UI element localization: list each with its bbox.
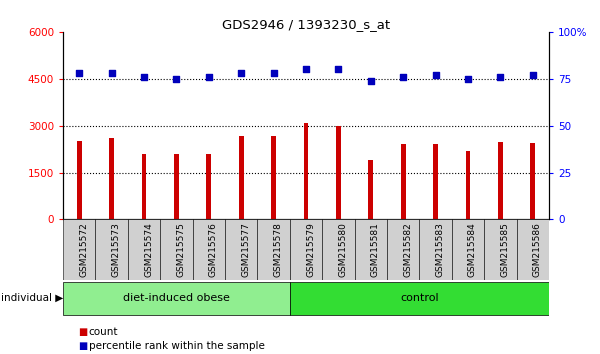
Point — [431, 72, 440, 78]
Bar — [109, 138, 114, 219]
Bar — [322, 219, 355, 280]
Bar — [63, 219, 95, 280]
Bar — [401, 144, 406, 219]
Bar — [193, 219, 225, 280]
Point — [398, 74, 408, 80]
Bar — [239, 136, 244, 219]
Bar — [142, 154, 146, 219]
Bar — [128, 219, 160, 280]
Bar — [387, 219, 419, 280]
Bar — [498, 142, 503, 219]
Point — [301, 67, 311, 72]
Text: GSM215573: GSM215573 — [112, 222, 121, 278]
Text: GSM215578: GSM215578 — [274, 222, 283, 278]
Text: GSM215580: GSM215580 — [338, 222, 347, 278]
Point — [172, 76, 181, 81]
Text: GSM215585: GSM215585 — [500, 222, 509, 278]
Text: GSM215575: GSM215575 — [176, 222, 185, 278]
Point — [496, 74, 505, 80]
Text: percentile rank within the sample: percentile rank within the sample — [89, 341, 265, 351]
Point — [107, 70, 116, 76]
Bar — [257, 219, 290, 280]
Bar — [95, 219, 128, 280]
Bar — [290, 281, 549, 315]
Bar — [225, 219, 257, 280]
Bar — [304, 122, 308, 219]
Point — [463, 76, 473, 81]
Bar — [419, 219, 452, 280]
Bar — [160, 219, 193, 280]
Bar — [484, 219, 517, 280]
Text: individual ▶: individual ▶ — [1, 293, 64, 303]
Point — [269, 70, 278, 76]
Bar — [433, 144, 438, 219]
Text: control: control — [400, 293, 439, 303]
Bar — [77, 141, 82, 219]
Title: GDS2946 / 1393230_s_at: GDS2946 / 1393230_s_at — [222, 18, 390, 31]
Text: GSM215584: GSM215584 — [468, 222, 477, 277]
Bar — [174, 154, 179, 219]
Text: GSM215583: GSM215583 — [436, 222, 445, 278]
Bar — [368, 160, 373, 219]
Text: GSM215581: GSM215581 — [371, 222, 380, 278]
Text: GSM215582: GSM215582 — [403, 222, 412, 277]
Bar — [336, 126, 341, 219]
Text: GSM215586: GSM215586 — [533, 222, 542, 278]
Bar — [63, 281, 290, 315]
Bar — [206, 154, 211, 219]
Text: ■: ■ — [78, 341, 87, 351]
Bar — [466, 151, 470, 219]
Point — [366, 78, 376, 84]
Text: GSM215576: GSM215576 — [209, 222, 218, 278]
Text: diet-induced obese: diet-induced obese — [123, 293, 230, 303]
Text: count: count — [89, 327, 118, 337]
Point — [334, 67, 343, 72]
Point — [204, 74, 214, 80]
Bar — [290, 219, 322, 280]
Text: ■: ■ — [78, 327, 87, 337]
Point — [528, 72, 538, 78]
Bar — [452, 219, 484, 280]
Text: GSM215574: GSM215574 — [144, 222, 153, 277]
Bar — [271, 136, 276, 219]
Bar — [355, 219, 387, 280]
Text: GSM215572: GSM215572 — [79, 222, 88, 277]
Text: GSM215579: GSM215579 — [306, 222, 315, 278]
Bar — [530, 143, 535, 219]
Point — [139, 74, 149, 80]
Text: GSM215577: GSM215577 — [241, 222, 250, 278]
Point — [236, 70, 246, 76]
Point — [74, 70, 84, 76]
Bar — [517, 219, 549, 280]
